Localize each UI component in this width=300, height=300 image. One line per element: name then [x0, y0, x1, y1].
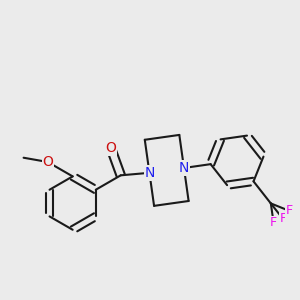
Text: N: N: [144, 166, 154, 180]
Text: O: O: [105, 141, 116, 155]
Text: O: O: [42, 155, 53, 169]
Text: F: F: [279, 212, 286, 225]
Text: F: F: [270, 216, 277, 230]
Text: N: N: [179, 161, 189, 175]
Text: F: F: [286, 204, 293, 217]
